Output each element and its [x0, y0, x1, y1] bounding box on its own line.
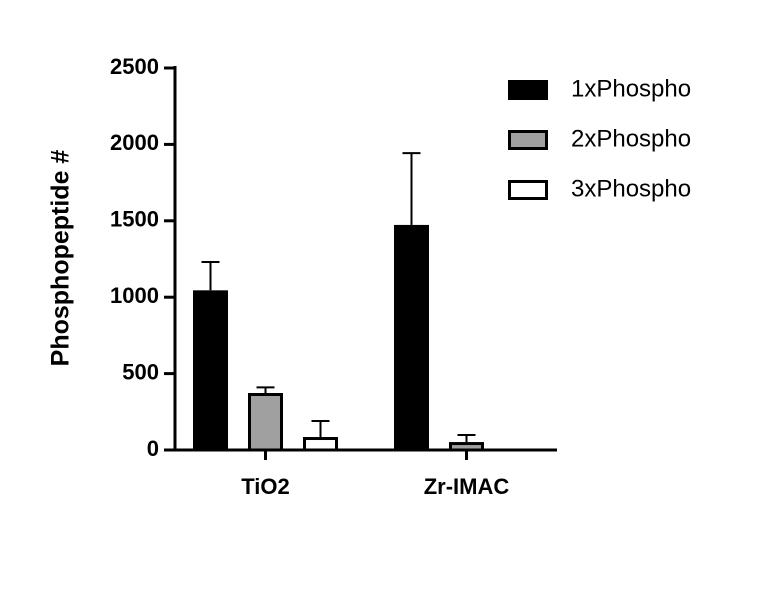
x-tick-label: TiO2: [241, 474, 290, 499]
y-tick-label: 2000: [110, 130, 159, 155]
y-axis-label: Phosphopeptide #: [47, 150, 75, 367]
bar: [449, 442, 484, 452]
legend-label: 1xPhospho: [571, 75, 691, 102]
legend-swatch: [508, 130, 548, 150]
y-tick-label: 500: [122, 359, 159, 384]
bar: [193, 290, 228, 452]
legend-swatch: [508, 180, 548, 200]
bar: [248, 393, 283, 452]
x-tick-label: Zr-IMAC: [424, 474, 510, 499]
y-tick-label: 1000: [110, 283, 159, 308]
legend-label: 3xPhospho: [571, 175, 691, 202]
y-tick-label: 1500: [110, 207, 159, 232]
legend-label: 2xPhospho: [571, 125, 691, 152]
bar: [303, 437, 338, 452]
bar: [394, 224, 429, 452]
legend-swatch: [508, 80, 548, 100]
y-tick-label: 0: [147, 436, 159, 461]
y-tick-label: 2500: [110, 54, 159, 79]
